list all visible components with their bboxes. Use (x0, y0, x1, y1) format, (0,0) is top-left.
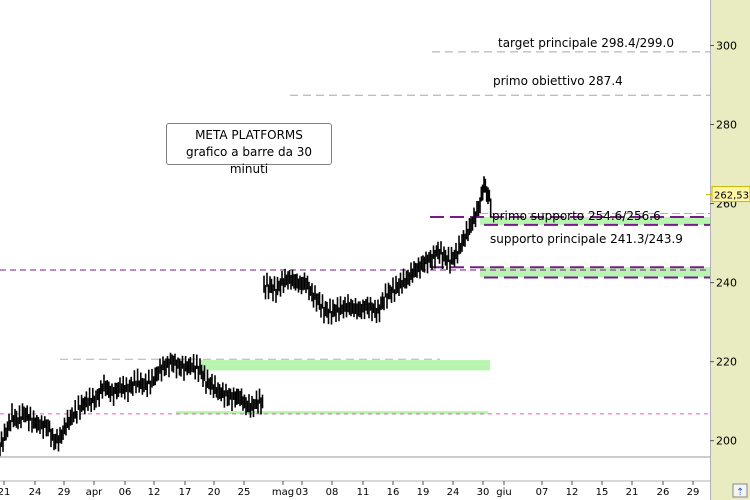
x-tick-label: 12 (566, 487, 579, 498)
x-tick-label: 15 (596, 487, 609, 498)
x-tick-label: 29 (58, 487, 71, 498)
x-tick-label: 25 (238, 487, 251, 498)
x-axis-strip (0, 481, 710, 500)
level-label: primo obiettivo 287.4 (493, 74, 623, 88)
support-zone (200, 360, 490, 371)
y-tick-label: 240 (716, 277, 737, 290)
x-tick-label: 30 (477, 487, 490, 498)
x-tick-label: 21 (0, 487, 10, 498)
chart-subtitle: grafico a barre da 30 minuti (186, 145, 312, 176)
x-tick-label: 11 (357, 487, 370, 498)
x-tick-label: 24 (447, 487, 460, 498)
y-tick-label: 220 (716, 356, 737, 369)
level-label: primo supporto 254.6/256.6 (492, 209, 661, 223)
x-tick-label: 06 (119, 487, 132, 498)
x-tick-label: 07 (536, 487, 549, 498)
x-tick-label: 26 (657, 487, 670, 498)
x-tick-label: giu (496, 487, 511, 498)
y-tick-label: 200 (716, 435, 737, 448)
support-zone (176, 411, 488, 415)
scroll-button (732, 483, 748, 498)
chart-title-box: META PLATFORMS grafico a barre da 30 min… (166, 123, 332, 176)
x-tick-label: 16 (387, 487, 400, 498)
x-tick-label: apr (86, 487, 103, 498)
level-label: target principale 298.4/299.0 (498, 36, 674, 50)
level-label: supporto principale 241.3/243.9 (490, 232, 683, 246)
support-band-principale (480, 267, 710, 278)
support-band-primo (480, 217, 710, 225)
last-price-label: 262,53 (714, 191, 749, 202)
x-tick-label: mag (272, 487, 294, 498)
y-axis-panel (710, 0, 750, 500)
x-tick-label: 08 (326, 487, 339, 498)
x-tick-label: 20 (208, 487, 221, 498)
x-tick-label: 21 (626, 487, 639, 498)
x-tick-label: 24 (29, 487, 42, 498)
scroll-up-icon: ⇡ (736, 487, 744, 498)
y-tick-label: 280 (716, 119, 737, 132)
x-tick-label: 12 (148, 487, 161, 498)
x-tick-label: 29 (687, 487, 700, 498)
x-tick-label: 17 (179, 487, 192, 498)
y-tick-label: 300 (716, 40, 737, 53)
x-tick-label: 19 (417, 487, 430, 498)
x-tick-label: 03 (296, 487, 309, 498)
chart-title: META PLATFORMS (195, 128, 303, 142)
